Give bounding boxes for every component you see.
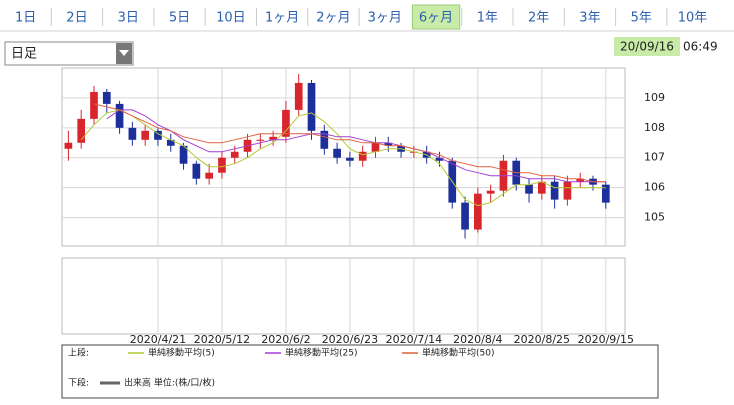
candle-body xyxy=(576,178,585,182)
tab[interactable]: 5日 xyxy=(169,11,190,26)
candle-body xyxy=(141,130,150,140)
candle-body xyxy=(601,184,610,203)
dropdown[interactable]: 日足 xyxy=(4,41,134,66)
candle-body xyxy=(282,109,290,137)
x-tick-label: 2020/6/23 xyxy=(322,333,378,346)
candle-body xyxy=(230,151,239,158)
tab[interactable]: 3ヶ月 xyxy=(368,11,402,26)
tab-selected[interactable] xyxy=(411,4,461,30)
tab[interactable]: 6ヶ月 xyxy=(419,11,453,26)
y-tick-label: 106 xyxy=(644,181,665,194)
x-tick-label: 2020/8/4 xyxy=(453,333,502,346)
candle-body xyxy=(294,82,303,110)
candle-body xyxy=(550,181,559,200)
y-tick-label: 108 xyxy=(644,121,665,134)
candle-body xyxy=(537,181,546,194)
candle-body xyxy=(179,145,188,164)
tab[interactable]: 2年 xyxy=(528,11,549,26)
x-tick-label: 2020/4/21 xyxy=(130,333,186,346)
candle-body xyxy=(205,172,213,179)
candle-body xyxy=(346,157,354,161)
candle-body xyxy=(320,130,329,149)
x-tick-label: 2020/8/25 xyxy=(514,333,570,346)
candle-body xyxy=(371,142,380,152)
price-panel xyxy=(61,67,626,247)
x-tick-label: 2020/5/12 xyxy=(194,333,250,346)
legend-entry: 単純移動平均(25) xyxy=(285,347,357,359)
candle-body xyxy=(77,118,86,143)
legend-entry: 単純移動平均(5) xyxy=(148,347,215,359)
candle-body xyxy=(64,142,73,149)
dropdown-box[interactable] xyxy=(4,41,134,66)
volume-panel xyxy=(61,257,626,335)
candle-body xyxy=(90,91,98,119)
legend-box xyxy=(61,344,659,399)
tab[interactable]: 2ヶ月 xyxy=(316,11,350,26)
candle-body xyxy=(256,139,265,141)
candle-body xyxy=(358,151,367,161)
y-tick-label: 105 xyxy=(644,211,665,224)
x-tick-label: 2020/7/14 xyxy=(386,333,442,346)
legend-entry: 単純移動平均(50) xyxy=(422,347,494,359)
tab[interactable]: 1ヶ月 xyxy=(265,11,299,26)
y-tick-label: 109 xyxy=(644,91,665,104)
moving-average xyxy=(93,103,606,183)
candle-body xyxy=(563,181,572,200)
legend-upper: 上段: xyxy=(68,347,89,359)
tab[interactable]: 1年 xyxy=(477,11,498,26)
x-tick-label: 2020/6/2 xyxy=(261,333,310,346)
dropdown-arrow xyxy=(119,50,129,56)
moving-average xyxy=(106,109,606,183)
candle-body xyxy=(128,127,137,140)
candle-body xyxy=(435,157,444,161)
tab[interactable]: 2日 xyxy=(66,11,87,26)
tab[interactable]: 1日 xyxy=(15,11,36,26)
candle-body xyxy=(474,193,482,230)
candle-body xyxy=(307,82,316,131)
tab[interactable]: 3年 xyxy=(579,11,600,26)
candle-body xyxy=(461,202,469,230)
candle-body xyxy=(525,184,533,194)
candle-body xyxy=(384,142,393,146)
tab[interactable]: 5年 xyxy=(631,11,652,26)
candle-body xyxy=(192,163,201,179)
timestamp-highlight xyxy=(614,37,680,56)
tab[interactable]: 3日 xyxy=(118,11,139,26)
candle-body xyxy=(218,157,226,173)
candle-body xyxy=(166,139,175,146)
candle-body xyxy=(154,130,162,140)
candle-body xyxy=(486,190,495,194)
x-tick-label: 2020/9/15 xyxy=(578,333,634,346)
moving-average xyxy=(80,109,606,207)
timestamp-time: 06:49 xyxy=(683,40,718,54)
candle-body xyxy=(333,148,341,158)
y-tick-label: 107 xyxy=(644,151,665,164)
candle-body xyxy=(269,136,277,140)
volume-legend: 出来高 単位:(株/口/枚) xyxy=(124,377,215,389)
timestamp-date: 20/09/16 xyxy=(620,40,674,54)
candle-body xyxy=(102,91,111,104)
tab[interactable]: 10年 xyxy=(678,11,708,26)
legend-lower: 下段: xyxy=(68,377,89,389)
dropdown-label: 日足 xyxy=(11,47,37,62)
candle-body xyxy=(115,103,124,128)
tab[interactable]: 10日 xyxy=(216,11,246,26)
